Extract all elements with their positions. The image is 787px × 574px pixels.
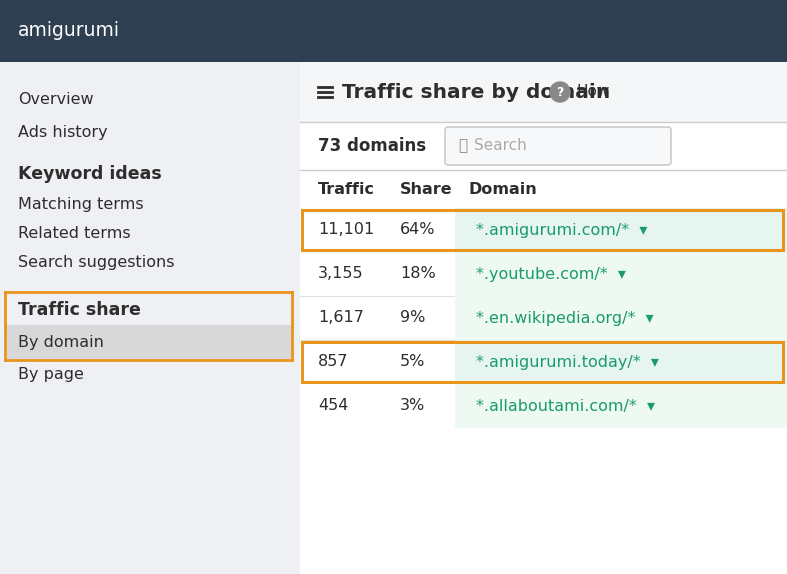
Bar [455,340,787,384]
Text: By domain: By domain [18,335,104,350]
Bar [5,325,292,359]
Bar [0,62,300,574]
Text: amigurumi: amigurumi [18,21,120,41]
Text: By page: By page [18,367,84,382]
Bar [300,340,787,384]
Bar [300,296,787,340]
Text: Search: Search [474,138,527,153]
Text: *.youtube.com/*  ▾: *.youtube.com/* ▾ [476,266,626,281]
Text: Search suggestions: Search suggestions [18,255,175,270]
Text: *.en.wikipedia.org/*  ▾: *.en.wikipedia.org/* ▾ [476,311,654,325]
Bar [455,208,787,252]
Text: 11,101: 11,101 [318,223,375,238]
Text: Traffic share: Traffic share [18,301,141,319]
Text: 9%: 9% [400,311,426,325]
Text: 857: 857 [318,355,349,370]
Text: ⌕: ⌕ [458,138,467,153]
Bar [300,384,787,428]
Text: *.amigurumi.com/*  ▾: *.amigurumi.com/* ▾ [476,223,648,238]
Text: ?: ? [556,86,563,99]
Text: Traffic: Traffic [318,181,375,196]
Bar [300,252,787,296]
Bar [300,208,787,252]
Text: Overview: Overview [18,92,94,107]
Text: 3%: 3% [400,398,425,413]
Text: 18%: 18% [400,266,436,281]
Text: Ads history: Ads history [18,125,108,139]
Text: Keyword ideas: Keyword ideas [18,165,162,183]
Text: How: How [576,84,609,99]
FancyBboxPatch shape [445,127,671,165]
Bar [455,384,787,428]
Text: *.allaboutami.com/*  ▾: *.allaboutami.com/* ▾ [476,398,655,413]
Text: Share: Share [400,181,453,196]
Text: 3,155: 3,155 [318,266,364,281]
Text: Traffic share by domain: Traffic share by domain [342,83,610,102]
Bar [455,252,787,296]
Bar [455,296,787,340]
Bar [300,62,787,574]
Text: 5%: 5% [400,355,426,370]
Bar [300,122,787,170]
Text: Domain: Domain [468,181,537,196]
Text: 73 domains: 73 domains [318,137,426,155]
Bar [300,170,787,208]
Text: 64%: 64% [400,223,435,238]
Text: Matching terms: Matching terms [18,197,143,212]
Text: *.amigurumi.today/*  ▾: *.amigurumi.today/* ▾ [476,355,659,370]
Text: Related terms: Related terms [18,227,131,242]
Bar [300,62,787,122]
Text: 454: 454 [318,398,349,413]
Circle shape [550,82,570,102]
Text: 1,617: 1,617 [318,311,364,325]
Bar [0,0,787,62]
